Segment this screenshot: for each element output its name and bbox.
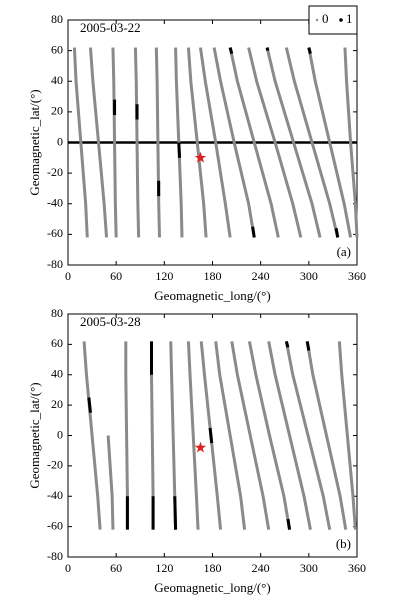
y-axis-label: Geomagnetic_lat/(°) (27, 382, 42, 488)
x-tick-label: 180 (204, 269, 222, 283)
x-tick-label: 120 (155, 269, 173, 283)
y-tick-label: 0 (57, 427, 63, 441)
y-tick-label: 80 (51, 12, 63, 26)
y-tick-label: 40 (51, 367, 63, 381)
y-tick-label: -20 (47, 165, 63, 179)
y-tick-label: -20 (47, 458, 63, 472)
track (87, 340, 311, 530)
x-tick-label: 120 (155, 561, 173, 575)
x-tick-label: 180 (204, 561, 222, 575)
track (113, 47, 340, 238)
panel: 0 60 120 180 240 300 360 -80 -60 -40 -20 0 20 40 60 80 2… (27, 5, 366, 303)
y-tick-label: -40 (47, 196, 63, 210)
y-tick-label: 60 (51, 42, 63, 56)
x-tick-label: 60 (110, 269, 122, 283)
y-tick-label: -60 (47, 518, 63, 532)
y-tick-label: 60 (51, 336, 63, 350)
x-tick-label: 240 (252, 561, 270, 575)
y-tick-label: -80 (47, 549, 63, 563)
y-tick-label: 20 (51, 397, 63, 411)
panel: 0 60 120 180 240 300 360 -80 -60 -40 -20 0 20 40 60 80 2… (27, 306, 366, 595)
y-tick-label: 80 (51, 306, 63, 320)
x-tick-label: 360 (348, 269, 366, 283)
x-tick-label: 300 (300, 269, 318, 283)
y-tick-label: -40 (47, 488, 63, 502)
y-tick-label: -60 (47, 226, 63, 240)
y-axis-label: Geomagnetic_lat/(°) (27, 89, 42, 195)
date-annotation: 2005-03-28 (80, 314, 141, 329)
legend-marker (339, 18, 343, 22)
x-tick-label: 0 (65, 561, 71, 575)
x-tick-label: 60 (110, 561, 122, 575)
x-tick-label: 240 (252, 269, 270, 283)
x-axis-label: Geomagnetic_long/(°) (154, 288, 270, 303)
track (82, 341, 357, 530)
legend-label: 1 (346, 11, 353, 26)
panel-label: (b) (336, 536, 351, 551)
panel-label: (a) (337, 244, 351, 259)
date-annotation: 2005-03-22 (80, 20, 141, 35)
x-tick-label: 0 (65, 269, 71, 283)
star-marker (194, 151, 207, 163)
y-tick-label: 0 (57, 134, 63, 148)
y-tick-label: 40 (51, 73, 63, 87)
x-axis-label: Geomagnetic_long/(°) (154, 580, 270, 595)
x-tick-label: 300 (300, 561, 318, 575)
legend-marker (315, 18, 319, 22)
legend-label: 0 (322, 11, 329, 26)
star-marker (194, 441, 207, 453)
x-tick-label: 360 (348, 561, 366, 575)
y-tick-label: 20 (51, 104, 63, 118)
y-tick-label: -80 (47, 257, 63, 271)
